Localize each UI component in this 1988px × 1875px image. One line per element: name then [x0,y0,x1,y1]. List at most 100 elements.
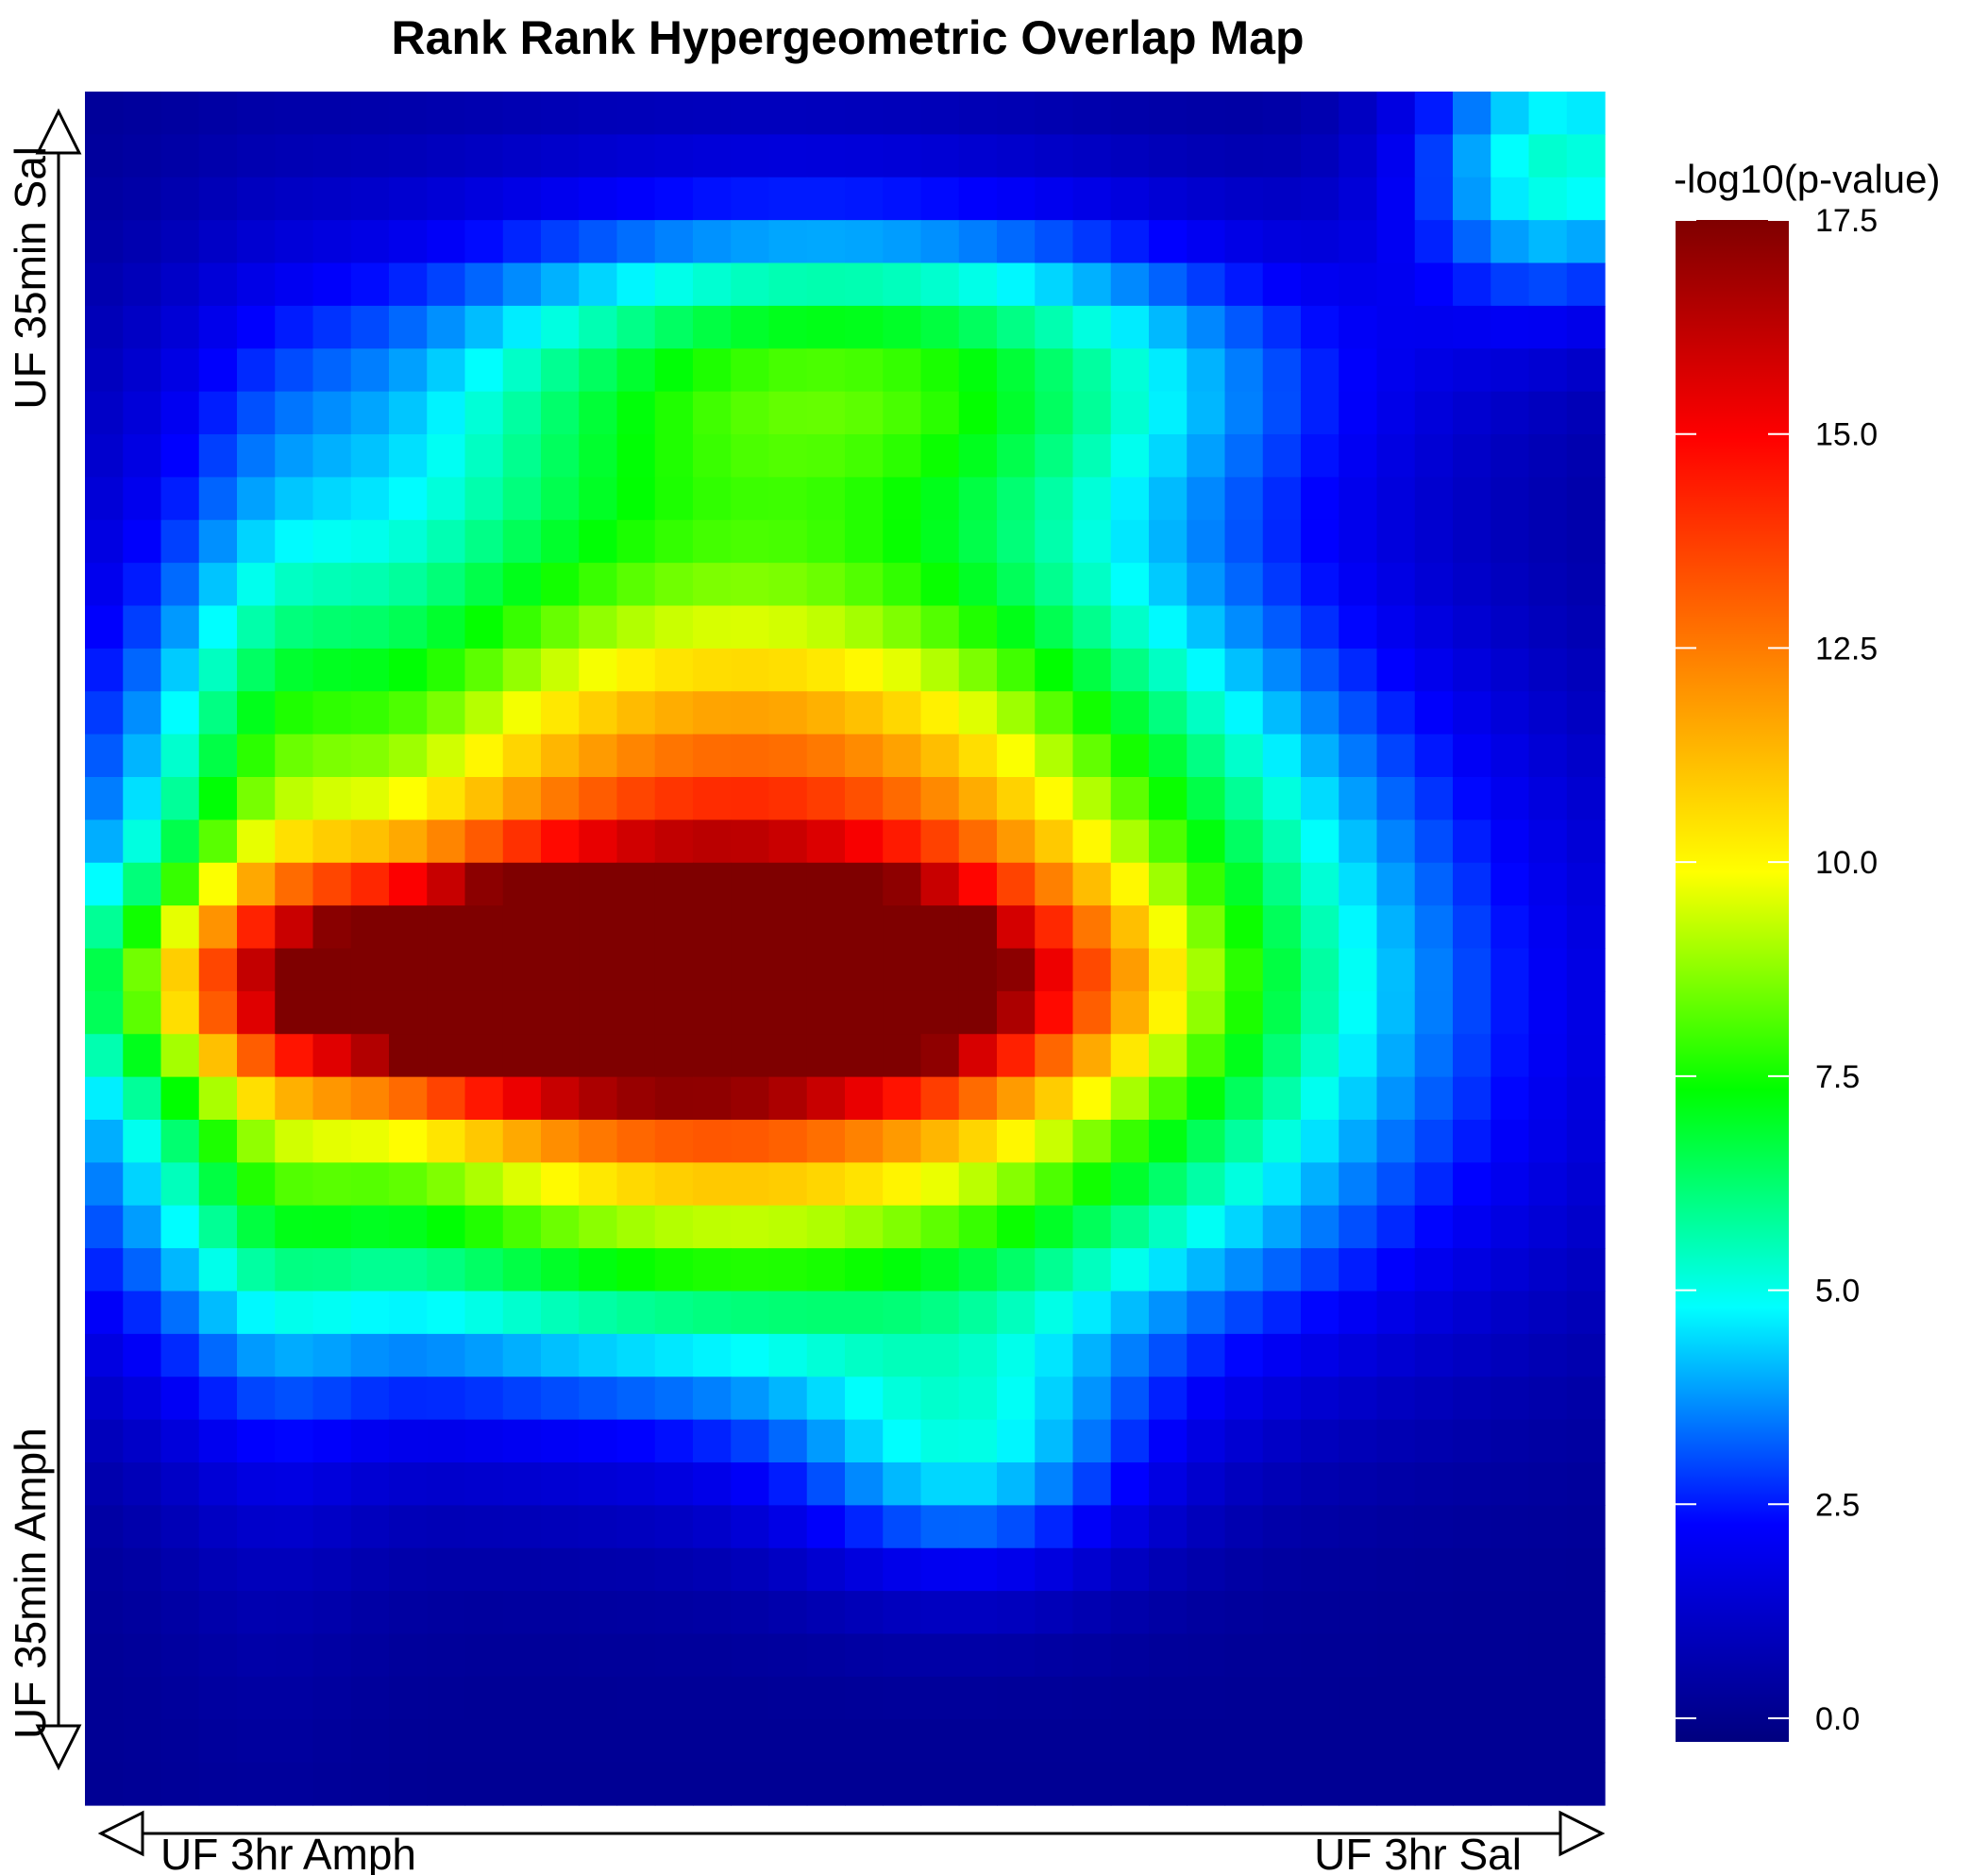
heatmap-cell [427,605,466,650]
heatmap-cell [693,519,732,564]
heatmap-cell [1453,434,1491,478]
heatmap-cell [1224,1676,1264,1720]
heatmap-cell [237,1505,276,1549]
heatmap-cell [1072,177,1112,221]
heatmap-cell [1224,1633,1264,1678]
heatmap-cell [1301,1676,1339,1720]
heatmap-cell [1301,1333,1339,1377]
heatmap-cell [1376,1291,1416,1335]
heatmap-cell [1339,691,1378,735]
heatmap-cell [806,1419,846,1463]
heatmap-cell [1414,862,1454,906]
heatmap-cell [806,1162,846,1207]
heatmap-cell [1262,1162,1302,1207]
heatmap-cell [845,1462,884,1506]
heatmap-cell [579,305,618,349]
heatmap-cell [1376,1719,1416,1764]
heatmap-cell [806,1120,846,1163]
heatmap-cell [1187,905,1226,950]
heatmap-cell [1491,1333,1530,1377]
heatmap-cell [1376,1377,1416,1421]
heatmap-cell [502,648,542,692]
heatmap-cell [1110,1248,1150,1292]
heatmap-cell [1491,348,1530,393]
heatmap-cell [616,1333,656,1377]
heatmap-cell [85,905,124,950]
heatmap-cell [1376,1591,1416,1635]
heatmap-cell [693,1505,732,1549]
heatmap-cell [541,391,580,435]
heatmap-cell [1566,948,1606,992]
heatmap-cell [768,262,808,307]
heatmap-cell [1453,348,1491,393]
heatmap-cell [1149,177,1188,221]
heatmap-cell [312,1547,352,1592]
heatmap-cell [731,819,770,864]
heatmap-cell [958,519,998,564]
heatmap-cell [1414,477,1454,521]
heatmap-cell [1262,519,1302,564]
heatmap-cell [997,434,1036,478]
heatmap-cell [123,948,162,992]
heatmap-cell [502,348,542,393]
heatmap-cell [1035,905,1074,950]
heatmap-cell [1187,777,1226,820]
heatmap-cell [1453,819,1491,864]
heatmap-cell [160,92,200,135]
heatmap-cell [198,1248,238,1292]
heatmap-cell [1110,691,1150,735]
heatmap-cell [579,563,618,607]
heatmap-cell [464,819,504,864]
heatmap-cell [1149,1505,1188,1549]
heatmap-cell [806,862,846,906]
heatmap-cell [1262,305,1302,349]
heatmap-cell [85,1462,124,1506]
heatmap-cell [883,777,922,820]
heatmap-cell [1224,862,1264,906]
heatmap-cell [427,220,466,264]
heatmap-cell [654,348,694,393]
heatmap-cell [693,905,732,950]
heatmap-cell [616,819,656,864]
heatmap-cell [502,1291,542,1335]
heatmap-cell [1339,1676,1378,1720]
heatmap-cell [1035,220,1074,264]
heatmap-cell [541,1076,580,1121]
heatmap-cell [845,1505,884,1549]
heatmap-cell [464,92,504,135]
heatmap-cell [693,134,732,178]
heatmap-cell [958,262,998,307]
heatmap-cell [997,648,1036,692]
heatmap-cell [427,1162,466,1207]
heatmap-cell [1224,1547,1264,1592]
heatmap-cell [427,563,466,607]
heatmap-cell [1376,1762,1416,1806]
heatmap-cell [731,1591,770,1635]
heatmap-cell [958,563,998,607]
heatmap-cell [1566,92,1606,135]
heatmap-cell [1262,220,1302,264]
heatmap-cell [1072,1205,1112,1249]
heatmap-cell [1301,691,1339,735]
heatmap-cell [1187,1333,1226,1377]
heatmap-cell [654,391,694,435]
heatmap-cell [1453,391,1491,435]
heatmap-cell [1376,1547,1416,1592]
heatmap-cell [693,1377,732,1421]
heatmap-cell [654,734,694,778]
heatmap-cell [1339,1162,1378,1207]
x-axis-arrow [97,1810,1606,1857]
heatmap-cell [883,348,922,393]
heatmap-cell [1453,734,1491,778]
heatmap-cell [654,1591,694,1635]
heatmap-cell [464,262,504,307]
heatmap-cell [616,905,656,950]
heatmap-cell [1149,1248,1188,1292]
heatmap-cell [693,1205,732,1249]
heatmap-cell [845,905,884,950]
heatmap-cell [1072,1633,1112,1678]
heatmap-cell [123,1547,162,1592]
heatmap-cell [160,1676,200,1720]
heatmap-cell [1110,305,1150,349]
heatmap-cell [198,691,238,735]
